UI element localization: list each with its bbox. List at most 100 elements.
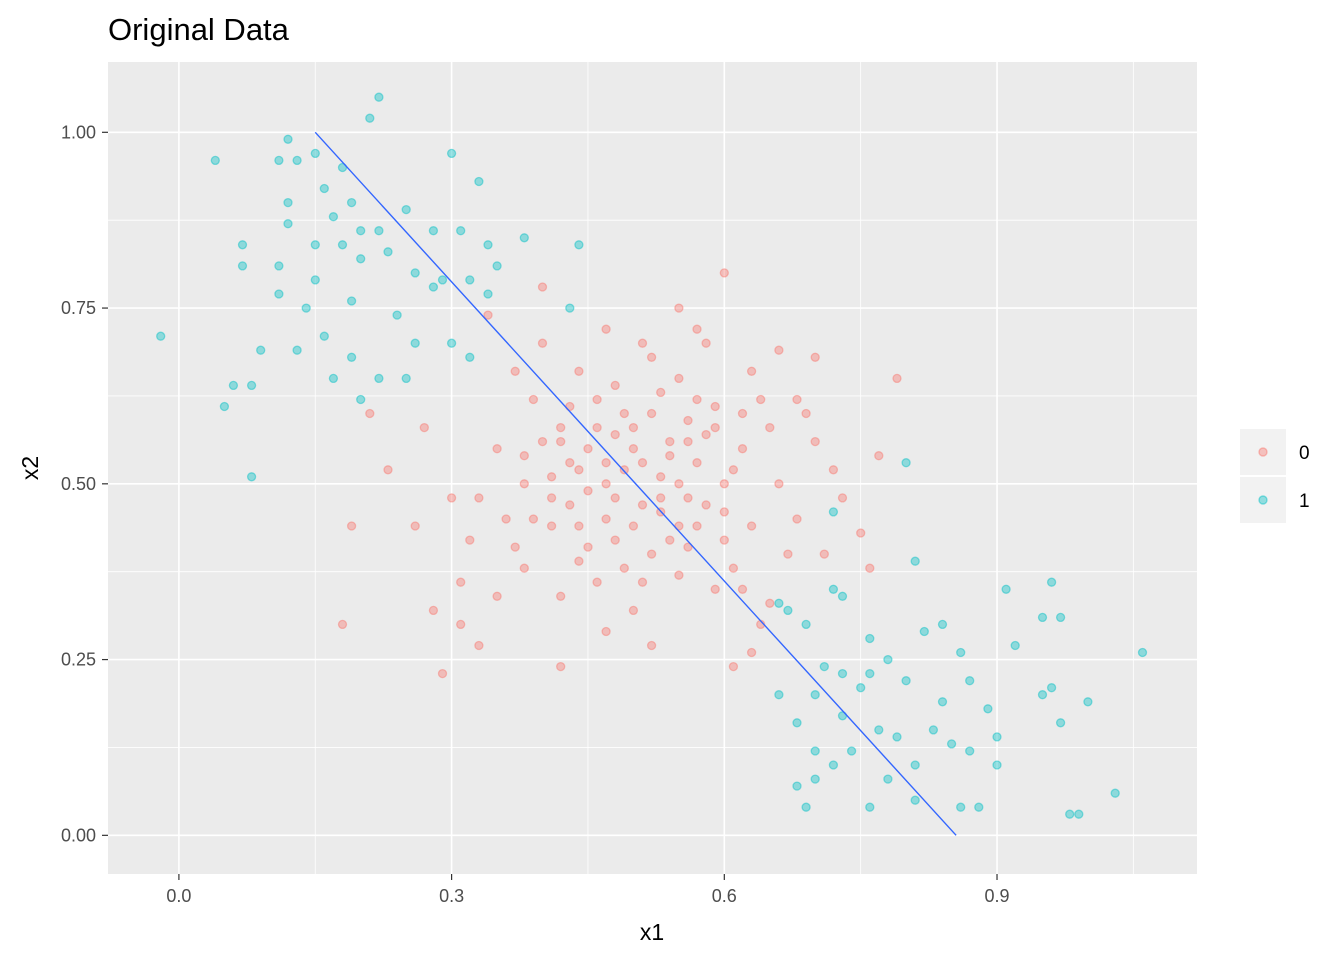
point-class-0: [792, 394, 802, 405]
y-axis-ticks: 0.00 0.25 0.50 0.75 1.00: [61, 122, 108, 845]
point-class-0: [619, 465, 629, 475]
point-class-1: [237, 240, 248, 250]
point-class-1: [956, 647, 966, 658]
point-class-0: [656, 472, 666, 482]
point-class-1: [401, 204, 411, 215]
point-class-0: [510, 542, 520, 552]
legend-key-1-bg: [1240, 477, 1286, 523]
point-class-0: [810, 352, 820, 362]
point-class-1: [356, 226, 366, 236]
point-class-1: [274, 155, 284, 166]
point-class-1: [874, 725, 884, 735]
point-class-0: [692, 394, 702, 405]
legend: 0 1: [1240, 429, 1310, 523]
point-class-0: [601, 514, 611, 524]
point-class-0: [346, 521, 357, 531]
point-class-0: [737, 444, 748, 454]
point-class-1: [356, 254, 366, 264]
x-tick-label: 0.0: [166, 886, 191, 906]
point-class-0: [810, 436, 820, 447]
point-class-0: [556, 591, 566, 601]
point-class-0: [665, 535, 675, 545]
point-class-0: [665, 436, 675, 447]
point-class-1: [483, 240, 493, 250]
point-class-0: [692, 521, 702, 531]
point-class-0: [492, 591, 502, 601]
x-axis-title: x1: [640, 919, 664, 945]
point-class-0: [601, 458, 611, 468]
point-class-0: [537, 338, 548, 348]
point-class-0: [746, 366, 757, 376]
point-class-0: [628, 521, 639, 531]
point-class-1: [956, 802, 966, 812]
point-class-0: [601, 479, 611, 489]
point-class-0: [474, 493, 484, 503]
point-class-0: [756, 394, 766, 405]
point-class-0: [637, 338, 648, 348]
point-class-1: [346, 296, 357, 306]
x-tick-label: 0.3: [439, 886, 464, 906]
minor-gridlines: [108, 62, 1197, 874]
point-class-1: [328, 373, 339, 384]
point-class-0: [446, 493, 457, 503]
point-class-0: [683, 415, 693, 426]
plot-panel: [108, 62, 1197, 874]
point-class-0: [819, 549, 829, 559]
point-class-1: [801, 802, 811, 812]
point-class-0: [456, 577, 466, 587]
point-class-1: [910, 760, 920, 770]
legend-key-0: [1258, 447, 1268, 457]
point-class-1: [310, 275, 320, 285]
legend-key-1: [1258, 495, 1268, 505]
point-class-0: [674, 373, 684, 384]
point-class-0: [765, 598, 775, 608]
point-class-0: [710, 422, 720, 433]
point-class-1: [156, 331, 166, 341]
point-class-1: [983, 704, 993, 714]
point-class-0: [592, 394, 602, 405]
point-class-0: [574, 465, 584, 475]
point-class-1: [574, 240, 584, 250]
point-class-1: [374, 373, 384, 384]
point-class-0: [683, 542, 693, 552]
point-class-0: [837, 493, 848, 503]
point-class-0: [610, 535, 620, 545]
point-class-0: [674, 570, 684, 580]
point-class-1: [356, 394, 366, 405]
point-class-0: [546, 521, 557, 531]
point-class-1: [792, 781, 802, 791]
point-class-1: [974, 802, 984, 812]
point-class-1: [283, 134, 293, 144]
point-class-1: [1110, 788, 1120, 798]
point-class-0: [737, 408, 748, 419]
point-class-0: [746, 647, 757, 658]
point-class-1: [283, 219, 293, 229]
point-class-1: [946, 739, 957, 749]
point-class-1: [246, 472, 257, 482]
point-class-1: [837, 591, 848, 601]
point-class-0: [365, 408, 375, 419]
point-class-0: [556, 422, 566, 433]
point-class-1: [346, 352, 357, 362]
point-class-0: [528, 514, 539, 524]
point-class-0: [583, 542, 593, 552]
point-class-0: [601, 324, 611, 334]
point-class-1: [774, 690, 784, 700]
point-class-1: [792, 718, 802, 728]
point-class-0: [592, 422, 602, 433]
point-class-1: [310, 148, 320, 159]
point-class-0: [646, 640, 657, 651]
point-class-0: [519, 451, 529, 461]
point-class-1: [365, 113, 375, 123]
point-class-1: [1055, 612, 1066, 623]
point-class-0: [337, 619, 348, 630]
point-class-0: [383, 465, 393, 475]
point-class-1: [483, 289, 493, 299]
y-tick-label: 0.50: [61, 474, 96, 494]
point-class-0: [610, 429, 620, 440]
point-class-0: [856, 528, 866, 538]
point-class-0: [646, 408, 657, 419]
point-class-1: [1001, 584, 1011, 594]
point-class-0: [492, 444, 502, 454]
point-class-0: [610, 380, 620, 391]
